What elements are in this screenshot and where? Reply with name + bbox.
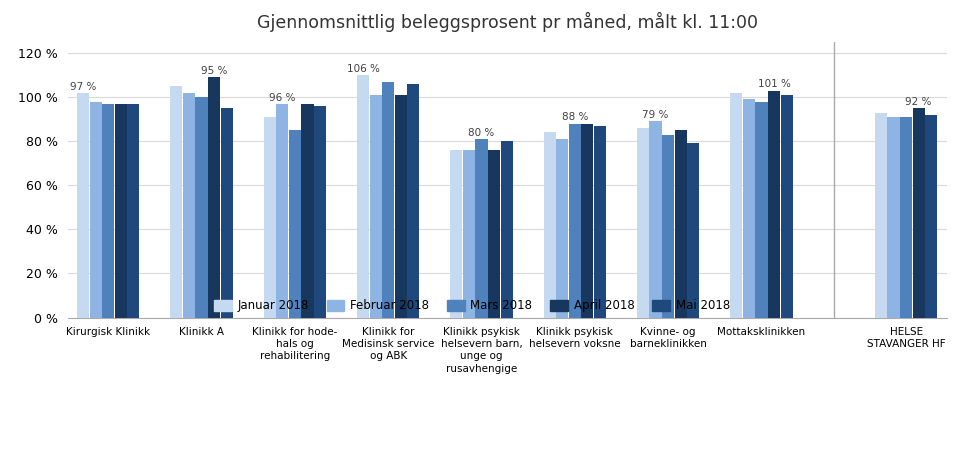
Bar [356, 75, 369, 318]
Bar [395, 95, 407, 318]
Bar [450, 150, 463, 318]
Bar [544, 133, 555, 318]
Text: 95 %: 95 % [201, 66, 227, 76]
Bar [370, 95, 382, 318]
Bar [77, 93, 89, 318]
Text: 106 %: 106 % [347, 64, 380, 74]
Bar [90, 101, 101, 318]
Bar [875, 113, 887, 318]
Bar [500, 141, 513, 318]
Title: Gjennomsnittlig beleggsprosent pr måned, målt kl. 11:00: Gjennomsnittlig beleggsprosent pr måned,… [257, 12, 757, 32]
Bar [383, 82, 394, 318]
Text: 101 %: 101 % [757, 79, 790, 89]
Bar [888, 117, 899, 318]
Bar [170, 86, 183, 318]
Bar [195, 97, 208, 318]
Bar [925, 115, 937, 318]
Bar [900, 117, 912, 318]
Bar [488, 150, 500, 318]
Bar [102, 104, 114, 318]
Bar [408, 84, 419, 318]
Bar [208, 78, 220, 318]
Bar [743, 99, 754, 318]
Bar [556, 139, 568, 318]
Bar [662, 134, 674, 318]
Bar [264, 117, 275, 318]
Bar [183, 93, 195, 318]
Bar [301, 104, 314, 318]
Bar [314, 106, 327, 318]
Bar [913, 108, 924, 318]
Text: 88 %: 88 % [561, 113, 588, 122]
Bar [276, 104, 288, 318]
Text: 80 %: 80 % [469, 128, 495, 138]
Bar [475, 139, 488, 318]
Bar [220, 108, 233, 318]
Text: 92 %: 92 % [905, 97, 932, 107]
Bar [730, 93, 742, 318]
Legend: Januar 2018, Februar 2018, Mars 2018, April 2018, Mai 2018: Januar 2018, Februar 2018, Mars 2018, Ap… [209, 295, 735, 317]
Text: 79 %: 79 % [642, 110, 668, 120]
Bar [289, 130, 301, 318]
Bar [582, 124, 593, 318]
Bar [674, 130, 687, 318]
Bar [128, 104, 139, 318]
Bar [781, 95, 793, 318]
Bar [569, 124, 581, 318]
Bar [637, 128, 649, 318]
Bar [687, 143, 699, 318]
Bar [115, 104, 127, 318]
Bar [649, 121, 662, 318]
Text: 96 %: 96 % [270, 92, 296, 103]
Bar [463, 150, 475, 318]
Bar [768, 91, 781, 318]
Bar [594, 126, 606, 318]
Text: 97 %: 97 % [70, 82, 97, 92]
Bar [755, 101, 768, 318]
